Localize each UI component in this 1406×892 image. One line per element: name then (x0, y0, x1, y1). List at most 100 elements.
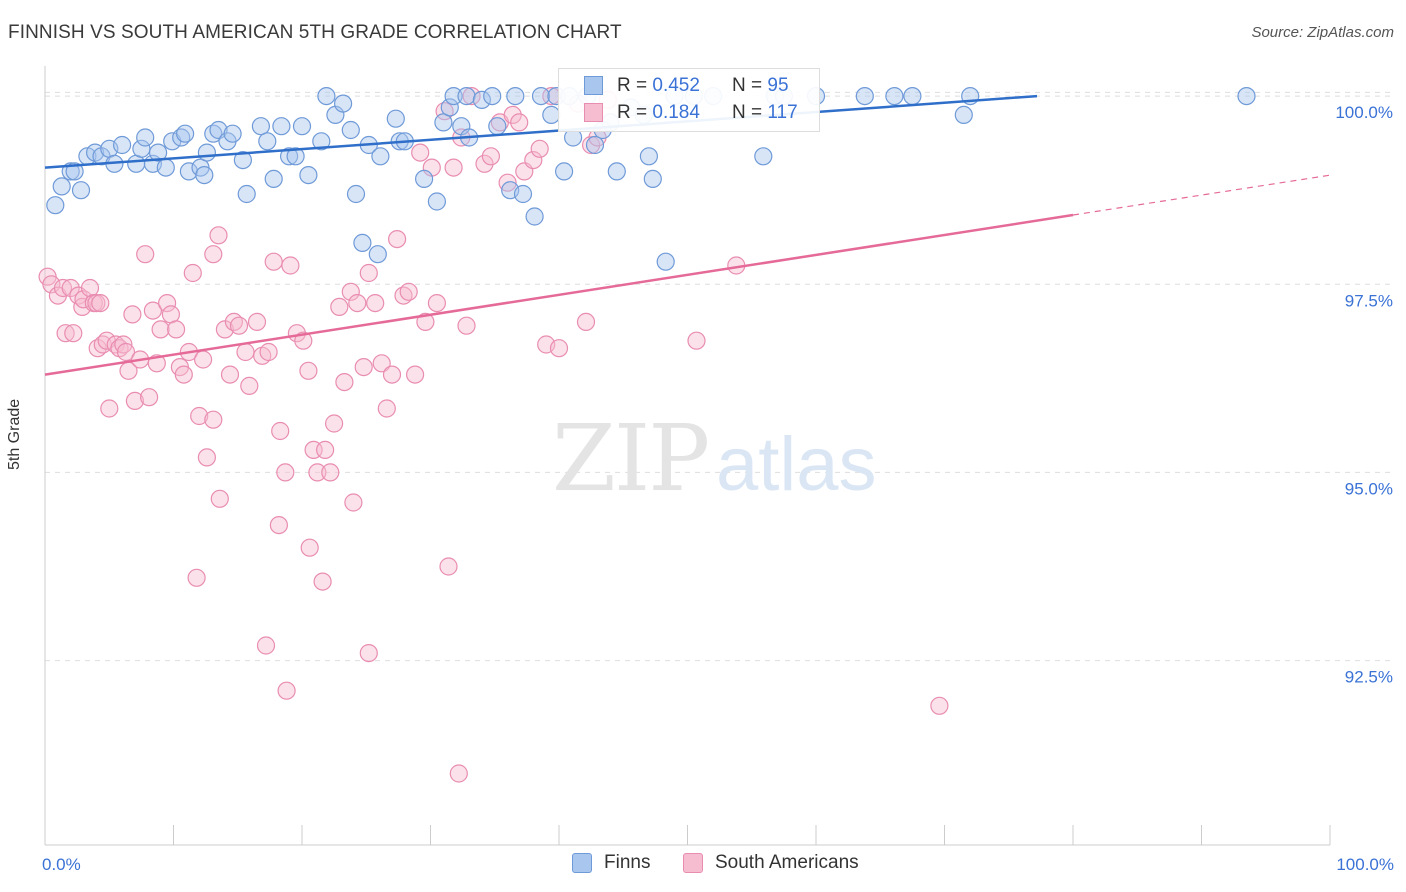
south-americans-point (576, 312, 596, 331)
finns-point (440, 98, 459, 117)
south-americans-point (335, 373, 354, 392)
finns-point (639, 147, 659, 166)
south-americans-point (316, 440, 335, 459)
x-tick-label: 0.0% (42, 855, 81, 874)
axes (44, 66, 1331, 846)
south-americans-point (194, 350, 213, 369)
south-americans-point (348, 294, 367, 313)
finns-point (71, 181, 91, 200)
south-americans-point (197, 448, 216, 467)
south-americans-point (549, 339, 569, 358)
source-note: Source: ZipAtlas.com (1251, 24, 1394, 41)
finns-point (531, 86, 551, 106)
finns-point (434, 113, 453, 132)
south-americans-point (308, 463, 327, 482)
south-americans-point (399, 282, 418, 301)
south-americans-point (91, 294, 110, 313)
finns-point (754, 147, 773, 166)
legend-item-south-americans[interactable]: South Americans (683, 852, 859, 874)
south-americans-point (411, 143, 430, 162)
finns-point (643, 169, 662, 188)
south-americans-point (271, 421, 290, 441)
south-americans-point (299, 361, 318, 380)
y-tick-label: 97.5% (1345, 291, 1393, 310)
south-americans-point (240, 376, 259, 395)
south-americans-point (204, 410, 223, 429)
south-americans-point (281, 256, 300, 275)
south-americans-point (462, 86, 481, 106)
south-americans-legend-swatch (683, 853, 703, 873)
legend-n-value: 117 (767, 102, 798, 123)
south-americans-point (366, 294, 385, 313)
finns-point (179, 162, 198, 181)
south-americans-point (136, 245, 155, 264)
south-americans-point (382, 365, 402, 384)
legend-r-value: 0.452 (652, 75, 700, 96)
finns-point (444, 86, 463, 106)
finns-legend-swatch (572, 853, 592, 873)
finns-point (903, 86, 922, 106)
south-americans-swatch (584, 103, 603, 122)
finns-point (488, 117, 507, 136)
finns-point (292, 117, 312, 136)
watermark-atlas: atlas (716, 422, 877, 507)
legend-item-finns[interactable]: Finns (572, 852, 650, 874)
south-americans-points (38, 86, 949, 783)
south-americans-point (64, 324, 83, 343)
finns-point (237, 184, 256, 204)
south-americans-point (930, 696, 949, 715)
south-americans-point (190, 406, 209, 426)
south-americans-point (325, 414, 344, 433)
legend-n-label: N = (732, 102, 768, 123)
south-americans-point (341, 282, 360, 301)
finns-point (286, 147, 305, 166)
south-americans-point (42, 275, 61, 294)
finns-point (112, 135, 132, 155)
south-americans-point (359, 263, 378, 283)
finns-point (46, 196, 65, 215)
south-americans-point (247, 312, 267, 331)
south-americans-point (359, 643, 378, 663)
chart-title: FINNISH VS SOUTH AMERICAN 5TH GRADE CORR… (8, 22, 622, 43)
finns-point (554, 162, 574, 181)
x-tick-label: 100.0% (1336, 855, 1394, 874)
finns-point (65, 162, 84, 181)
finns-point (346, 184, 366, 204)
finns-point (513, 184, 533, 204)
south-americans-trend-extension (1072, 174, 1331, 216)
series-legend: Finns South Americans (0, 852, 1406, 878)
south-americans-point (269, 515, 288, 535)
finns-point (258, 132, 277, 151)
south-americans-point (229, 316, 249, 335)
finns-point (368, 245, 387, 264)
south-americans-point (256, 636, 276, 655)
finns-point (386, 109, 405, 128)
finns-point (156, 158, 175, 177)
finns-point (483, 86, 502, 106)
finns-point (195, 166, 214, 185)
finns-point (197, 143, 216, 162)
south-americans-point (276, 463, 295, 482)
gridlines (45, 91, 1395, 662)
south-americans-point (236, 342, 255, 362)
finns-point (506, 86, 525, 106)
legend-label-finns: Finns (604, 852, 651, 873)
finns-point (855, 86, 874, 106)
south-americans-point (457, 316, 476, 335)
finns-point (1237, 86, 1256, 106)
south-americans-point (116, 342, 136, 362)
south-americans-point (321, 463, 340, 482)
south-americans-point (406, 365, 425, 384)
south-americans-point (277, 681, 296, 700)
finns-point (371, 147, 390, 166)
south-americans-point (167, 320, 186, 339)
legend-r-label: R = (617, 75, 653, 96)
finns-point (457, 86, 476, 106)
finns-point (334, 94, 353, 113)
south-americans-point (174, 365, 193, 384)
south-americans-point (100, 399, 119, 418)
finns-swatch (584, 76, 603, 95)
south-americans-point (581, 135, 601, 155)
south-americans-point (259, 342, 278, 362)
